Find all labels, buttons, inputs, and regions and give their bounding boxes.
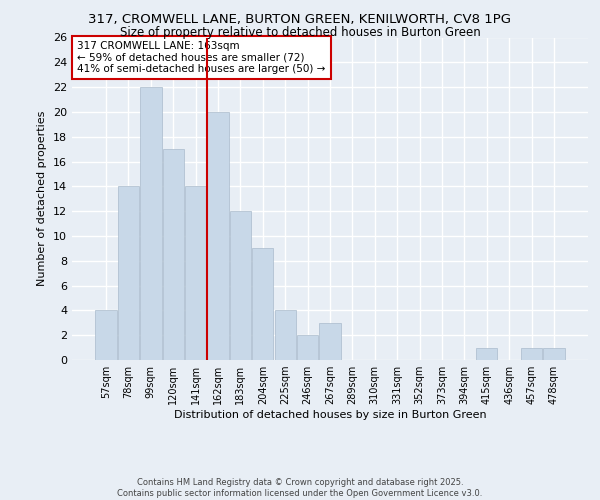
Y-axis label: Number of detached properties: Number of detached properties <box>37 111 47 286</box>
X-axis label: Distribution of detached houses by size in Burton Green: Distribution of detached houses by size … <box>173 410 487 420</box>
Bar <box>208 112 229 360</box>
Bar <box>252 248 274 360</box>
Bar <box>95 310 117 360</box>
Bar <box>118 186 139 360</box>
Bar <box>230 211 251 360</box>
Text: Contains HM Land Registry data © Crown copyright and database right 2025.
Contai: Contains HM Land Registry data © Crown c… <box>118 478 482 498</box>
Bar <box>163 149 184 360</box>
Bar <box>319 323 341 360</box>
Text: Size of property relative to detached houses in Burton Green: Size of property relative to detached ho… <box>119 26 481 39</box>
Bar <box>275 310 296 360</box>
Bar <box>140 87 161 360</box>
Bar <box>521 348 542 360</box>
Bar <box>543 348 565 360</box>
Bar <box>476 348 497 360</box>
Bar <box>297 335 318 360</box>
Text: 317 CROMWELL LANE: 163sqm
← 59% of detached houses are smaller (72)
41% of semi-: 317 CROMWELL LANE: 163sqm ← 59% of detac… <box>77 40 326 74</box>
Text: 317, CROMWELL LANE, BURTON GREEN, KENILWORTH, CV8 1PG: 317, CROMWELL LANE, BURTON GREEN, KENILW… <box>89 12 511 26</box>
Bar <box>185 186 206 360</box>
